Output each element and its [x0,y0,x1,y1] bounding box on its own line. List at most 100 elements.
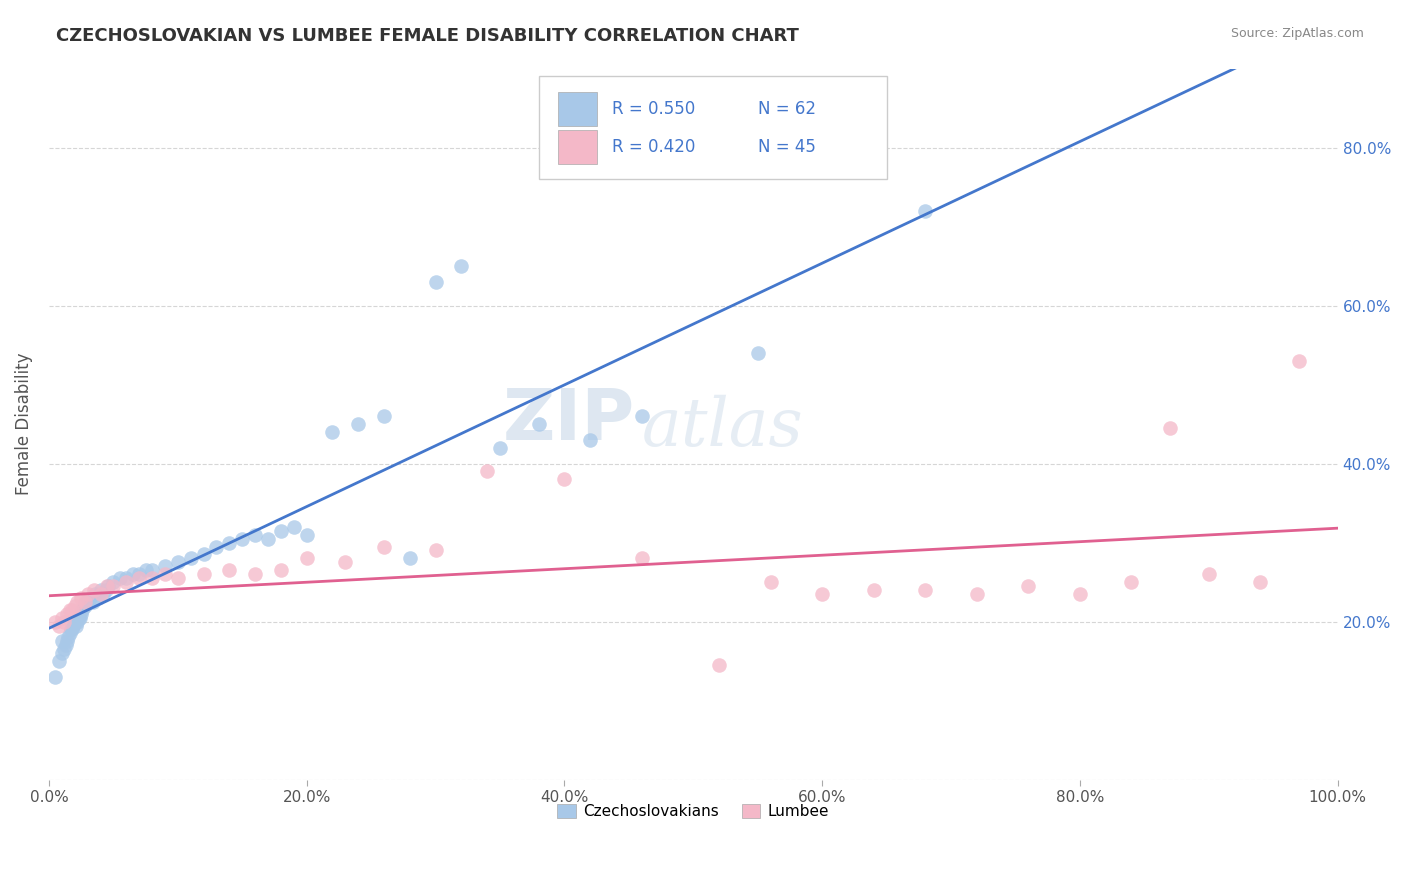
Point [1249,575,1271,590]
Point [48,618,70,632]
Text: R = 0.550: R = 0.550 [612,100,696,118]
Point [283,520,305,534]
Point [115,575,138,590]
Point [630,409,652,424]
Point [58,631,80,645]
Point [72,603,94,617]
Point [56,634,79,648]
Point [862,582,884,597]
Point [1159,421,1181,435]
Point [44,615,66,629]
Point [1121,575,1143,590]
Point [53,642,76,657]
Point [193,567,215,582]
Point [66,595,89,609]
Point [141,563,163,577]
Point [62,618,84,632]
Point [135,563,157,577]
Point [1069,587,1091,601]
Point [811,587,834,601]
Point [243,567,266,582]
Point [60,603,83,617]
Point [103,579,125,593]
Point [65,618,87,632]
Point [76,587,98,601]
Point [489,441,512,455]
Point [48,654,70,668]
Point [89,587,111,601]
Point [75,595,97,609]
Point [87,591,110,605]
Point [51,610,73,624]
Point [295,551,318,566]
Text: Source: ZipAtlas.com: Source: ZipAtlas.com [1230,27,1364,40]
Point [180,551,202,566]
Point [1017,579,1039,593]
Point [76,595,98,609]
Point [475,465,498,479]
Point [1288,354,1310,368]
FancyBboxPatch shape [558,92,596,126]
Point [84,587,107,601]
Point [108,571,131,585]
Point [425,275,447,289]
Point [166,555,188,569]
Point [73,599,96,613]
Point [97,579,120,593]
Point [60,623,83,637]
Point [141,571,163,585]
Point [966,587,988,601]
Point [69,610,91,624]
Point [73,595,96,609]
Point [94,582,117,597]
Point [73,599,96,613]
Point [1198,567,1220,582]
Point [450,259,472,273]
Point [747,346,769,360]
Point [398,551,420,566]
Text: R = 0.420: R = 0.420 [612,137,696,156]
Point [103,575,125,590]
Point [527,417,550,431]
Point [218,563,240,577]
Legend: Czechoslovakians, Lumbee: Czechoslovakians, Lumbee [551,798,835,825]
Point [153,559,176,574]
Point [759,575,782,590]
Point [58,603,80,617]
Point [70,607,93,621]
Text: N = 45: N = 45 [758,137,815,156]
FancyBboxPatch shape [558,129,596,164]
Point [56,607,79,621]
Point [270,563,292,577]
Point [193,548,215,562]
Text: atlas: atlas [641,395,803,460]
Point [579,433,602,447]
Point [914,582,936,597]
Point [121,567,143,582]
Point [51,646,73,660]
Text: N = 62: N = 62 [758,100,815,118]
Point [53,615,76,629]
FancyBboxPatch shape [538,76,887,178]
Point [335,555,357,569]
Point [347,417,370,431]
Point [55,638,77,652]
Point [425,543,447,558]
Y-axis label: Female Disability: Female Disability [15,353,32,495]
Point [63,599,86,613]
Point [96,579,118,593]
Point [82,595,104,609]
Point [295,527,318,541]
Text: ZIP: ZIP [503,386,636,455]
Point [91,587,114,601]
Point [166,571,188,585]
Point [44,670,66,684]
Point [231,532,253,546]
Point [128,567,150,582]
Point [153,567,176,582]
Point [707,658,730,673]
Text: CZECHOSLOVAKIAN VS LUMBEE FEMALE DISABILITY CORRELATION CHART: CZECHOSLOVAKIAN VS LUMBEE FEMALE DISABIL… [56,27,799,45]
Point [83,582,105,597]
Point [67,610,90,624]
Point [373,409,395,424]
